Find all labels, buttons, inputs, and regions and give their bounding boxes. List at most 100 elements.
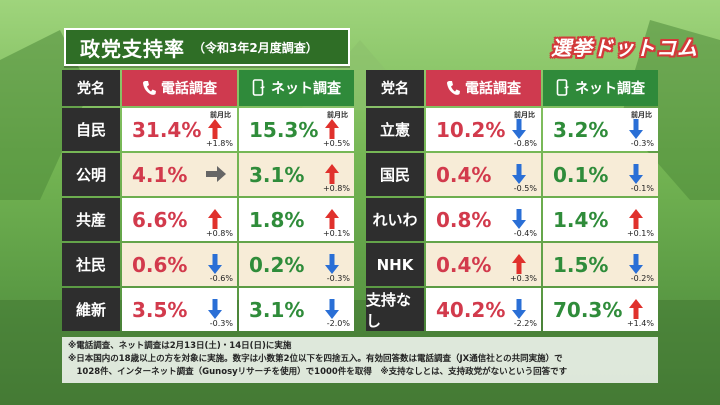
party-name: 支持なし <box>366 288 424 331</box>
arrow-down-icon <box>208 254 222 274</box>
net-cell: 0.1% -0.1% <box>543 153 658 196</box>
header-phone: 電話調査 <box>122 70 237 106</box>
title-box: 政党支持率 （令和3年2月度調査） <box>64 28 350 66</box>
table-header: 党名 電話調査 ネット調査 <box>366 70 658 106</box>
table-row: れいわ 0.8% -0.4% 1.4% +0.1% <box>366 198 658 241</box>
smartphone-icon <box>556 79 570 97</box>
arrow-down-icon <box>512 164 526 184</box>
table-row: 共産 6.6% +0.8% 1.8% +0.1% <box>62 198 354 241</box>
change-label: 前月比 <box>327 111 348 119</box>
arrow-down-icon <box>325 299 339 319</box>
phone-cell: 0.6% -0.6% <box>122 243 237 286</box>
party-name: NHK <box>366 243 424 286</box>
net-cell: 70.3% +1.4% <box>543 288 658 331</box>
phone-percent: 0.4% <box>436 162 492 187</box>
net-cell: 3.2% 前月比 -0.3% <box>543 108 658 151</box>
phone-change: -0.5% <box>513 184 537 193</box>
net-percent: 15.3% <box>249 117 319 142</box>
net-percent: 1.4% <box>553 207 609 232</box>
phone-cell: 0.4% +0.3% <box>426 243 541 286</box>
phone-change: -0.8% <box>513 139 537 148</box>
header-party: 党名 <box>62 70 120 106</box>
phone-change: +0.8% <box>205 229 233 238</box>
arrow-up-icon <box>208 209 222 229</box>
party-name: 国民 <box>366 153 424 196</box>
table-row: 公明 4.1% 3.1% +0.8% <box>62 153 354 196</box>
phone-percent: 10.2% <box>436 117 506 142</box>
arrow-up-icon <box>325 209 339 229</box>
header-phone: 電話調査 <box>426 70 541 106</box>
net-cell: 1.4% +0.1% <box>543 198 658 241</box>
net-change: -0.1% <box>630 184 654 193</box>
phone-change: +1.8% <box>205 139 233 148</box>
arrow-down-icon <box>629 164 643 184</box>
phone-icon <box>446 80 460 96</box>
page-title: 政党支持率 <box>80 36 185 61</box>
net-percent: 3.1% <box>249 297 305 322</box>
phone-change: +0.3% <box>509 274 537 283</box>
header-net: ネット調査 <box>543 70 658 106</box>
table-row: 社民 0.6% -0.6% 0.2% -0.3% <box>62 243 354 286</box>
smartphone-icon <box>252 79 266 97</box>
party-name: 立憲 <box>366 108 424 151</box>
phone-percent: 3.5% <box>132 297 188 322</box>
net-cell: 3.1% +0.8% <box>239 153 354 196</box>
arrow-flat-icon <box>206 166 226 182</box>
net-cell: 1.5% -0.2% <box>543 243 658 286</box>
phone-change: -2.2% <box>513 319 537 328</box>
change-label: 前月比 <box>631 111 652 119</box>
net-change: -2.0% <box>326 319 350 328</box>
phone-change: -0.4% <box>513 229 537 238</box>
change-label: 前月比 <box>210 111 231 119</box>
table-row: 支持なし 40.2% -2.2% 70.3% +1.4% <box>366 288 658 331</box>
change-label: 前月比 <box>514 111 535 119</box>
support-table-right: 党名 電話調査 ネット調査 立憲 10.2% 前月比 -0.8% 3.2% 前月比 -0.3… <box>366 70 658 333</box>
arrow-up-icon <box>325 119 339 139</box>
footnote-line: ※電話調査、ネット調査は2月13日(土)・14日(日)に実施 <box>68 341 292 351</box>
net-percent: 1.8% <box>249 207 305 232</box>
net-cell: 1.8% +0.1% <box>239 198 354 241</box>
net-change: -0.2% <box>630 274 654 283</box>
phone-cell: 4.1% <box>122 153 237 196</box>
header-party: 党名 <box>366 70 424 106</box>
arrow-down-icon <box>629 119 643 139</box>
phone-cell: 10.2% 前月比 -0.8% <box>426 108 541 151</box>
net-change: +1.4% <box>626 319 654 328</box>
footnote-line: ※日本国内の18歳以上の方を対象に実施。数字は小数第2位以下を四捨五入。有効回答… <box>68 354 563 364</box>
arrow-up-icon <box>629 299 643 319</box>
arrow-down-icon <box>512 119 526 139</box>
party-name: れいわ <box>366 198 424 241</box>
arrow-down-icon <box>512 209 526 229</box>
net-change: +0.8% <box>322 184 350 193</box>
net-percent: 0.2% <box>249 252 305 277</box>
net-change: -0.3% <box>326 274 350 283</box>
phone-percent: 40.2% <box>436 297 506 322</box>
net-change: +0.5% <box>322 139 350 148</box>
net-percent: 70.3% <box>553 297 623 322</box>
phone-cell: 31.4% 前月比 +1.8% <box>122 108 237 151</box>
phone-cell: 0.4% -0.5% <box>426 153 541 196</box>
party-name: 公明 <box>62 153 120 196</box>
phone-percent: 31.4% <box>132 117 202 142</box>
net-percent: 1.5% <box>553 252 609 277</box>
arrow-down-icon <box>629 254 643 274</box>
phone-cell: 0.8% -0.4% <box>426 198 541 241</box>
page-subtitle: （令和3年2月度調査） <box>193 40 318 55</box>
table-row: 国民 0.4% -0.5% 0.1% -0.1% <box>366 153 658 196</box>
arrow-down-icon <box>208 299 222 319</box>
arrow-down-icon <box>325 254 339 274</box>
net-cell: 3.1% -2.0% <box>239 288 354 331</box>
phone-percent: 4.1% <box>132 162 188 187</box>
header-net-label: ネット調査 <box>271 81 341 97</box>
phone-cell: 40.2% -2.2% <box>426 288 541 331</box>
party-name: 自民 <box>62 108 120 151</box>
party-name: 共産 <box>62 198 120 241</box>
table-row: NHK 0.4% +0.3% 1.5% -0.2% <box>366 243 658 286</box>
table-row: 立憲 10.2% 前月比 -0.8% 3.2% 前月比 -0.3% <box>366 108 658 151</box>
net-percent: 0.1% <box>553 162 609 187</box>
arrow-up-icon <box>325 164 339 184</box>
phone-percent: 0.8% <box>436 207 492 232</box>
phone-cell: 3.5% -0.3% <box>122 288 237 331</box>
net-change: -0.3% <box>630 139 654 148</box>
